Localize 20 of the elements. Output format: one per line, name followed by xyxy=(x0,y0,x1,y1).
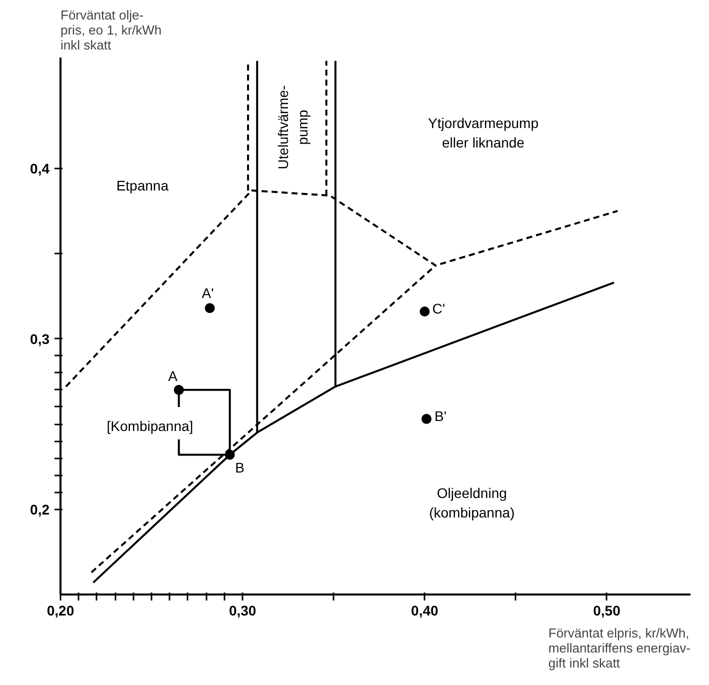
x-tick-label: 0,50 xyxy=(593,602,621,618)
data-label: A xyxy=(168,368,178,384)
x-axis-title: Förväntat elpris, kr/kWh, mellantariffens energiav- gift inkl skatt xyxy=(548,626,691,670)
y-axis-title: Förväntat olje- pris, eo 1, kr/kWh inkl skatt xyxy=(60,8,162,52)
annotation: Etpanna xyxy=(116,177,169,194)
y-tick-label: 0,4 xyxy=(30,160,50,176)
annotation: Ytjordvarmepump eller liknande xyxy=(428,115,539,150)
annotation: pump xyxy=(294,110,310,145)
annotation: [Kombipanna] xyxy=(106,418,194,434)
data-label: B xyxy=(235,460,245,476)
x-tick-label: 0,30 xyxy=(228,602,256,618)
data-label: C' xyxy=(432,300,446,317)
x-tick-label: 0,20 xyxy=(46,602,74,618)
y-tick-label: 0,3 xyxy=(30,330,50,347)
x-tick-label: 0,40 xyxy=(411,602,438,618)
annotation: Uteluftvärme- xyxy=(274,84,291,170)
data-label: A' xyxy=(202,285,214,302)
y-tick-label: 0,2 xyxy=(30,501,50,518)
data-label: B' xyxy=(434,408,446,424)
annotation: Oljeeldning (kombipanna) xyxy=(429,485,515,520)
